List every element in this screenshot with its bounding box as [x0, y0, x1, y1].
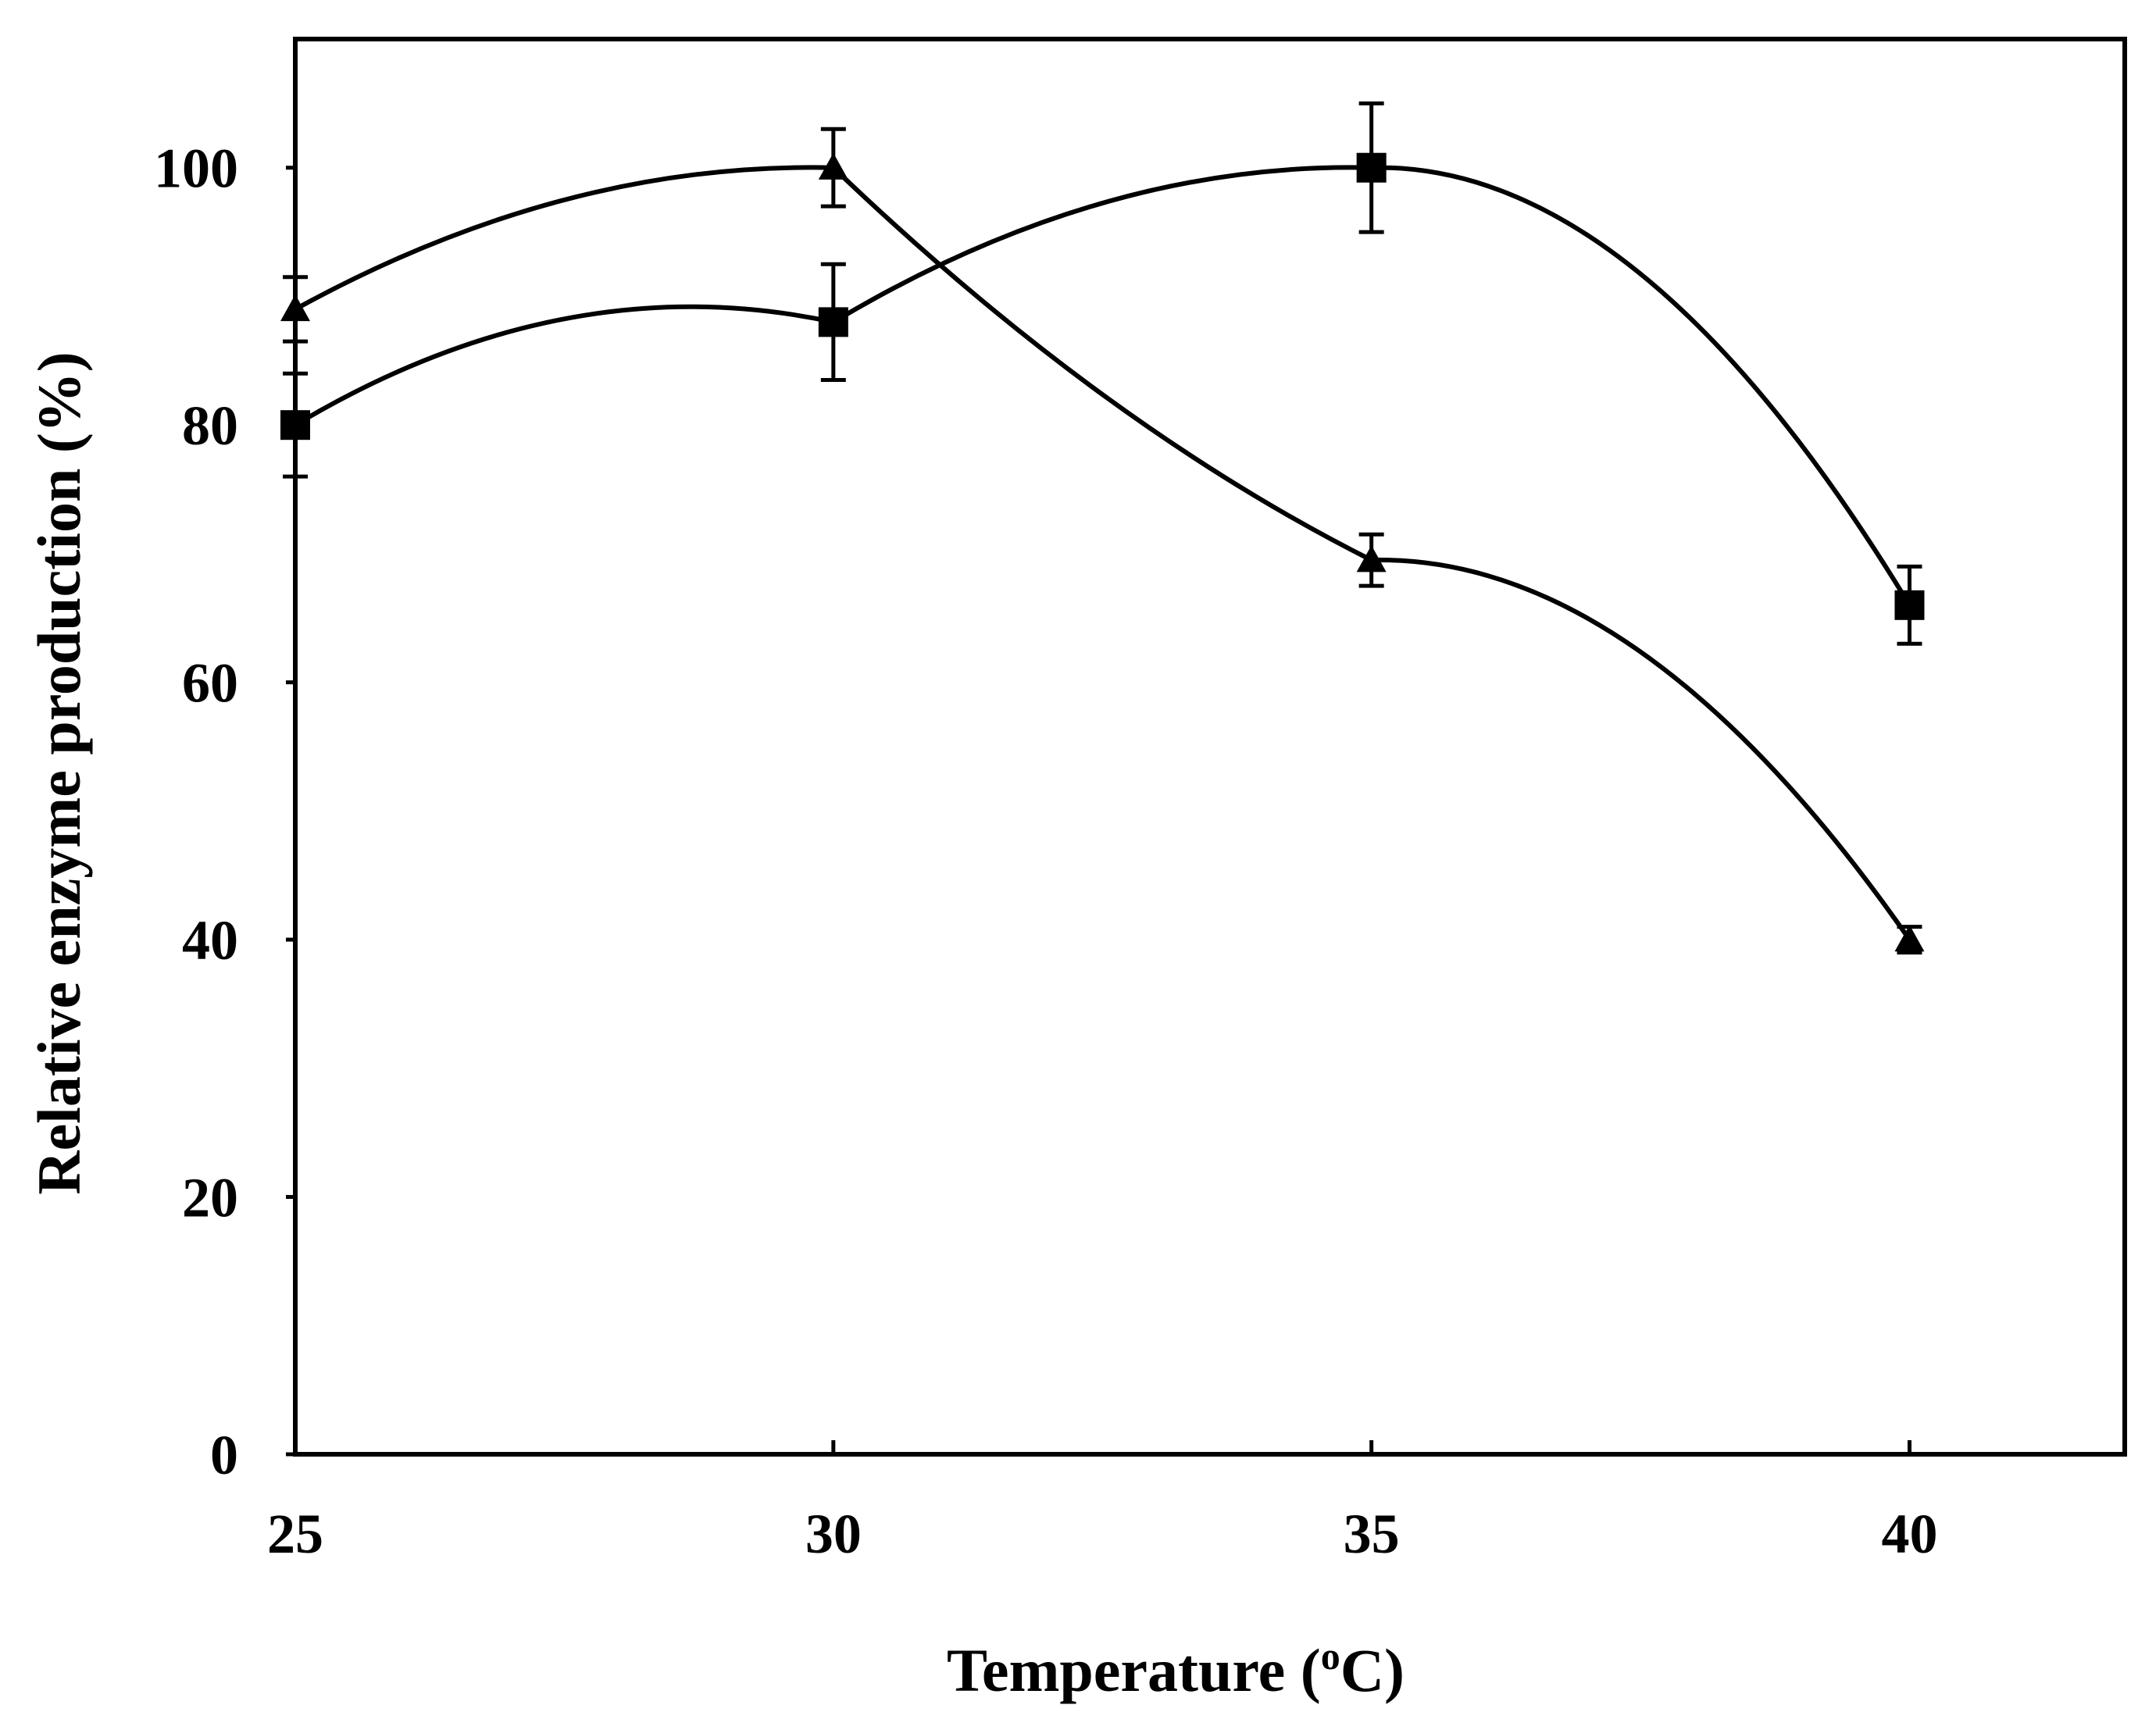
y-axis-title: Relative enzyme production (%): [25, 351, 93, 1195]
x-axis-title: Temperature (oC): [947, 1634, 1405, 1704]
y-tick-label-60: 60: [182, 652, 238, 715]
triangle-series-marker-30: [818, 152, 848, 180]
x-axis-ticks: 25 30 35 40: [267, 1440, 1937, 1565]
square-series-marker-35: [1356, 152, 1387, 183]
square-series-marker-40: [1894, 590, 1925, 620]
triangle-series-marker-40: [1894, 925, 1925, 952]
y-tick-label-20: 20: [182, 1167, 238, 1229]
y-tick-label-0: 0: [210, 1424, 238, 1486]
square-series-marker-30: [818, 307, 848, 337]
y-tick-label-100: 100: [154, 137, 238, 200]
series-curves: [294, 165, 1912, 941]
triangle-series-marker-25: [280, 294, 310, 322]
x-axis-title-sup: o: [1321, 1634, 1340, 1678]
x-tick-label-35: 35: [1344, 1503, 1400, 1565]
y-axis-ticks: 0 20 40 60 80 100: [154, 137, 295, 1486]
data-markers: [280, 152, 1925, 952]
plot-frame: [293, 37, 2127, 1457]
triangle-series-line: [294, 165, 1911, 941]
y-tick-label-80: 80: [182, 394, 238, 457]
x-tick-label-40: 40: [1881, 1503, 1937, 1565]
square-series-marker-25: [280, 410, 310, 440]
square-series-line: [294, 165, 1912, 607]
x-axis-title-prefix: Temperature (: [947, 1636, 1321, 1704]
triangle-series-marker-35: [1356, 545, 1387, 572]
x-tick-label-25: 25: [267, 1503, 323, 1565]
x-tick-label-30: 30: [805, 1503, 862, 1565]
y-tick-label-40: 40: [182, 909, 238, 972]
x-axis-title-suffix: C): [1340, 1636, 1405, 1704]
error-bars: [283, 101, 1922, 955]
